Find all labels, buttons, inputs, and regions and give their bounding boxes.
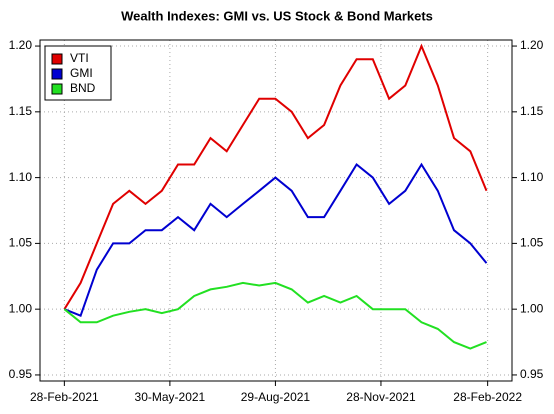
y-tick-label: 1.20 — [9, 38, 33, 52]
y-tick-label: 1.15 — [9, 104, 33, 118]
chart-title: Wealth Indexes: GMI vs. US Stock & Bond … — [121, 8, 433, 23]
legend-swatch — [51, 68, 63, 80]
y-tick-label: 1.00 — [9, 301, 33, 315]
series-line — [64, 162, 488, 318]
y2-tick-label: 1.20 — [520, 38, 544, 52]
y2-tick-label: 1.05 — [520, 236, 544, 250]
series-line — [63, 281, 487, 350]
x-tick-label: 30-May-2021 — [135, 390, 206, 404]
x-tick-label: 28-Feb-2021 — [30, 390, 99, 404]
x-tick-label: 29-Aug-2021 — [241, 390, 311, 404]
x-tick-label: 28-Nov-2021 — [346, 390, 416, 404]
legend-swatch — [51, 53, 63, 65]
y2-tick-label: 1.00 — [520, 301, 544, 315]
legend-label: BND — [70, 81, 96, 95]
legend-swatch — [51, 83, 63, 95]
y-tick-label: 1.05 — [9, 236, 33, 250]
series-line — [63, 43, 488, 310]
y2-tick-label: 0.95 — [520, 367, 544, 381]
y2-tick-label: 1.15 — [520, 104, 544, 118]
legend-label: GMI — [70, 66, 93, 80]
plot-frame — [39, 39, 513, 382]
legend-label: VTI — [70, 51, 89, 65]
y-tick-label: 1.10 — [9, 170, 33, 184]
y2-tick-label: 1.10 — [520, 170, 544, 184]
x-tick-label: 28-Feb-2022 — [453, 390, 522, 404]
y-tick-label: 0.95 — [9, 367, 33, 381]
